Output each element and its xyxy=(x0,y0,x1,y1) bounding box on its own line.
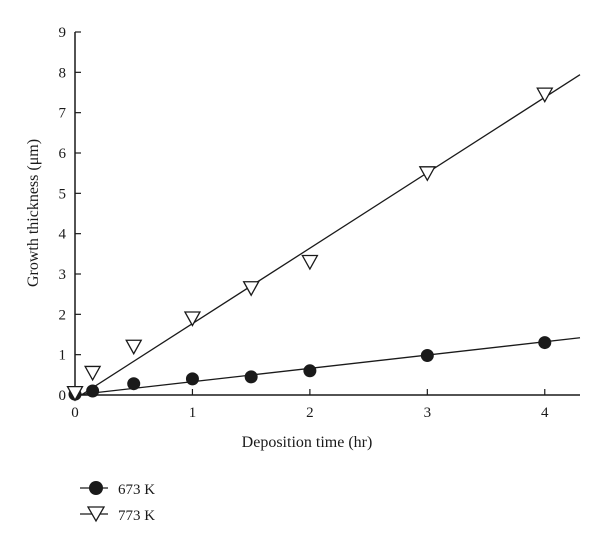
x-ticks: 0 1 2 3 4 xyxy=(71,389,549,421)
y-tick-label-2: 2 xyxy=(59,307,67,323)
point-s1-6 xyxy=(418,166,436,182)
x-axis-label: Deposition time (hr) xyxy=(242,434,373,451)
legend-item-673k: 673 K xyxy=(80,481,155,498)
y-tick-label-1: 1 xyxy=(59,348,67,364)
data-points xyxy=(66,87,554,402)
legend-label-673k: 673 K xyxy=(118,482,155,498)
point-s0-2 xyxy=(127,377,141,391)
point-s1-4 xyxy=(242,281,260,297)
point-s0-5 xyxy=(303,364,317,378)
x-tick-label-0: 0 xyxy=(71,405,79,421)
point-s1-2 xyxy=(125,339,143,356)
y-ticks: 0 1 2 3 4 5 6 7 8 9 xyxy=(59,25,81,404)
y-tick-label-8: 8 xyxy=(59,65,67,81)
legend-marker-773k xyxy=(86,506,106,523)
y-tick-label-6: 6 xyxy=(59,146,67,162)
point-s0-6 xyxy=(420,348,434,362)
y-tick-label-0: 0 xyxy=(59,388,67,404)
point-s0-7 xyxy=(538,336,552,350)
legend-marker-673k xyxy=(89,481,103,495)
x-tick-label-4: 4 xyxy=(541,405,549,421)
x-tick-label-3: 3 xyxy=(424,405,432,421)
point-s0-4 xyxy=(244,370,258,384)
y-tick-label-7: 7 xyxy=(59,106,67,122)
point-s1-7 xyxy=(536,87,554,103)
y-tick-label-3: 3 xyxy=(59,267,67,283)
plot-area: 0 1 2 3 4 0 1 2 3 4 5 6 7 8 9 xyxy=(59,25,581,421)
point-s1-0 xyxy=(66,385,84,402)
y-tick-label-9: 9 xyxy=(59,25,67,41)
fit-line-1 xyxy=(80,74,581,396)
x-tick-label-2: 2 xyxy=(306,405,314,421)
legend: 673 K 773 K xyxy=(80,481,155,524)
legend-item-773k: 773 K xyxy=(80,506,155,524)
y-axis-label: Growth thickness (μm) xyxy=(25,139,42,287)
fit-lines xyxy=(74,74,581,396)
point-s0-1 xyxy=(86,384,100,398)
fit-line-0 xyxy=(74,337,581,396)
point-s1-1 xyxy=(84,365,102,382)
y-tick-label-5: 5 xyxy=(59,186,67,202)
point-s1-3 xyxy=(183,311,202,327)
point-s1-5 xyxy=(301,254,319,271)
y-tick-label-4: 4 xyxy=(59,227,67,243)
x-tick-label-1: 1 xyxy=(189,405,197,421)
legend-label-773k: 773 K xyxy=(118,508,155,524)
point-s0-3 xyxy=(185,372,199,386)
